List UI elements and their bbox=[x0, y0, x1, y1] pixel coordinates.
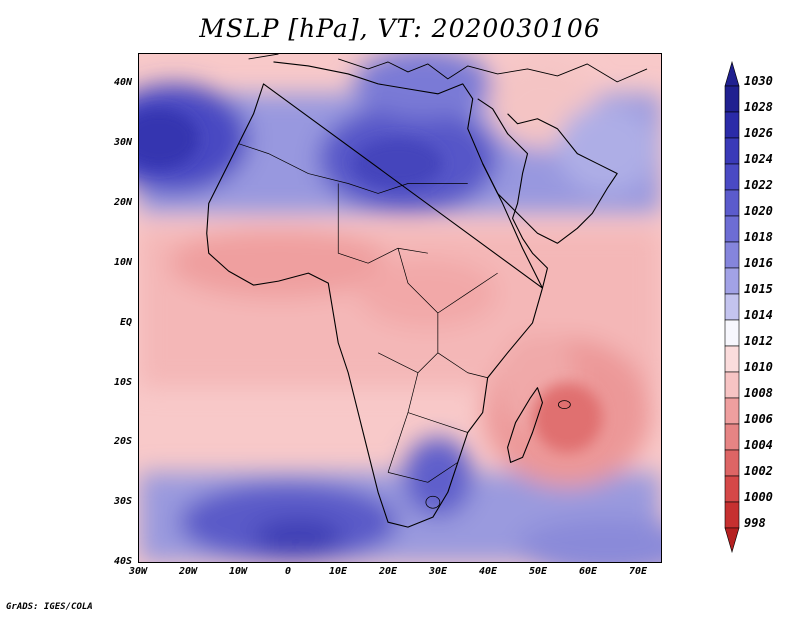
colorbar-segment bbox=[724, 371, 740, 399]
colorbar-segment bbox=[724, 345, 740, 373]
south-atlantic-core bbox=[253, 519, 344, 556]
x-label-0: 0 bbox=[284, 566, 292, 577]
colorbar-segment bbox=[724, 267, 740, 295]
x-label-70e: 70E bbox=[628, 566, 648, 577]
high-contour-ring bbox=[425, 495, 441, 509]
y-label-10s: 10S bbox=[113, 377, 132, 388]
y-label-10n: 10N bbox=[113, 257, 132, 268]
indian-ocean-high bbox=[517, 517, 661, 562]
saharan-high-center bbox=[353, 138, 443, 189]
mediterranean-high bbox=[353, 54, 493, 119]
colorbar-label: 998 bbox=[744, 516, 766, 530]
x-label-30w: 30W bbox=[128, 566, 148, 577]
azores-high-core bbox=[139, 108, 199, 169]
y-label-20s: 20S bbox=[113, 436, 132, 447]
y-label-30s: 30S bbox=[113, 496, 132, 507]
x-label-50e: 50E bbox=[528, 566, 548, 577]
colorbar-label: 1020 bbox=[744, 204, 773, 218]
map-title: MSLP [hPa], VT: 2020030106 bbox=[199, 14, 601, 43]
mslp-map bbox=[138, 53, 662, 563]
x-label-20w: 20W bbox=[178, 566, 198, 577]
y-label-30n: 30N bbox=[113, 137, 132, 148]
colorbar-segment bbox=[724, 241, 740, 269]
colorbar-top-arrow bbox=[724, 60, 740, 87]
colorbar-label: 1006 bbox=[744, 412, 773, 426]
y-label-40s: 40S bbox=[113, 556, 132, 567]
colorbar-label: 1012 bbox=[744, 334, 773, 348]
south-africa-high bbox=[402, 437, 473, 518]
x-label-60e: 60E bbox=[578, 566, 598, 577]
x-label-10e: 10E bbox=[328, 566, 348, 577]
grads-credit: GrADS: IGES/COLA bbox=[6, 602, 93, 612]
colorbar-segment bbox=[724, 501, 740, 529]
y-label-40n: 40N bbox=[113, 77, 132, 88]
arabian-pressure bbox=[557, 103, 658, 194]
colorbar-label: 1010 bbox=[744, 360, 773, 374]
colorbar-segment bbox=[724, 189, 740, 217]
colorbar-label: 1028 bbox=[744, 100, 773, 114]
madagascar-low-core bbox=[532, 382, 603, 453]
west-africa-low bbox=[168, 228, 389, 299]
colorbar-label: 1016 bbox=[744, 256, 773, 270]
colorbar-label: 1002 bbox=[744, 464, 773, 478]
colorbar-segment bbox=[724, 215, 740, 243]
colorbar-segment bbox=[724, 137, 740, 165]
colorbar-segment bbox=[724, 163, 740, 191]
colorbar-label: 1000 bbox=[744, 490, 773, 504]
x-label-20e: 20E bbox=[378, 566, 398, 577]
x-label-30e: 30E bbox=[428, 566, 448, 577]
colorbar-label: 1008 bbox=[744, 386, 773, 400]
colorbar-segment bbox=[724, 475, 740, 503]
colorbar-label: 1014 bbox=[744, 308, 773, 322]
colorbar-label: 1018 bbox=[744, 230, 773, 244]
colorbar-bottom-arrow bbox=[724, 527, 740, 554]
madagascar-coastline bbox=[507, 387, 544, 463]
europe-coastline bbox=[248, 54, 648, 83]
colorbar-label: 1024 bbox=[744, 152, 773, 166]
central-africa-low bbox=[358, 258, 498, 328]
y-label-20n: 20N bbox=[113, 197, 132, 208]
x-label-40e: 40E bbox=[478, 566, 498, 577]
colorbar-segment bbox=[724, 111, 740, 139]
colorbar-segment bbox=[724, 293, 740, 321]
colorbar-segment bbox=[724, 85, 740, 113]
x-label-10w: 10W bbox=[228, 566, 248, 577]
colorbar-label: 1015 bbox=[744, 282, 773, 296]
colorbar bbox=[724, 60, 740, 554]
arabia-coastline bbox=[482, 113, 618, 244]
low-contour-ring bbox=[557, 400, 571, 410]
colorbar-segment bbox=[724, 449, 740, 477]
colorbar-segment bbox=[724, 423, 740, 451]
colorbar-label: 1026 bbox=[744, 126, 773, 140]
internal-borders bbox=[238, 143, 498, 483]
y-label-eq: EQ bbox=[119, 317, 132, 328]
colorbar-label: 1004 bbox=[744, 438, 773, 452]
colorbar-segment bbox=[724, 319, 740, 347]
colorbar-label: 1030 bbox=[744, 74, 773, 88]
colorbar-label: 1022 bbox=[744, 178, 773, 192]
colorbar-segment bbox=[724, 397, 740, 425]
